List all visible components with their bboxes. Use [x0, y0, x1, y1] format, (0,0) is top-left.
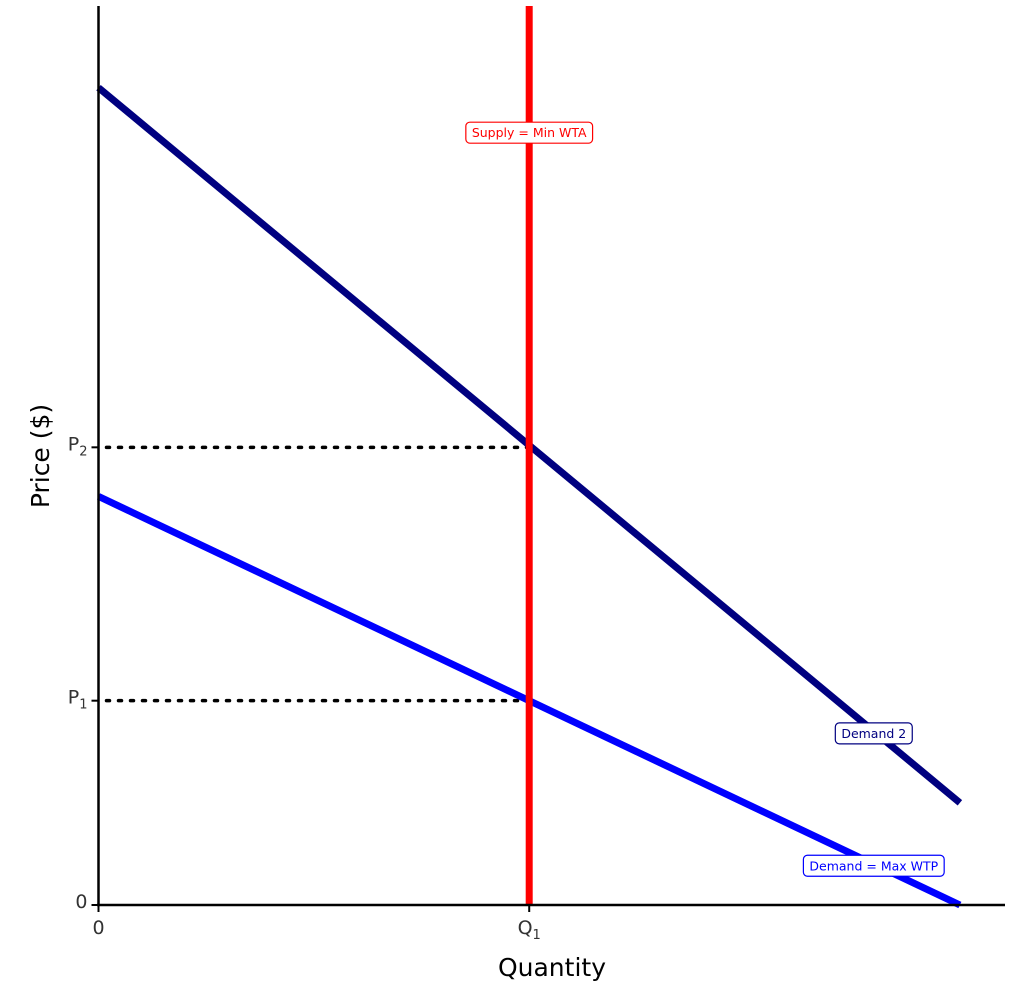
- svg-text:Demand 2: Demand 2: [841, 726, 906, 741]
- y-tick-label-1: 0: [75, 891, 87, 913]
- series-labels: Demand = Max WTP Demand 2 Supply = Min WTA: [465, 121, 945, 877]
- svg-text:Supply = Min WTA: Supply = Min WTA: [472, 125, 587, 140]
- svg-text:Demand = Max WTP: Demand = Max WTP: [809, 858, 938, 873]
- supply-min-wta-label: Supply = Min WTA: [465, 121, 594, 144]
- series-lines: [96, 6, 963, 909]
- y-tick-label-2: P1: [68, 687, 88, 713]
- demand-2-label: Demand 2: [834, 722, 913, 745]
- y-tick-label-3: P2: [68, 433, 88, 459]
- axis-ticks: 0 Q1 0 P1 P2: [68, 433, 541, 943]
- y-axis-title: Price ($): [26, 404, 55, 508]
- x-tick-label-2: Q1: [518, 917, 541, 943]
- reference-lines: [104, 445, 531, 703]
- demand-max-wtp-label: Demand = Max WTP: [802, 854, 945, 877]
- x-tick-label-1: 0: [92, 917, 104, 939]
- x-axis-title: Quantity: [498, 953, 606, 982]
